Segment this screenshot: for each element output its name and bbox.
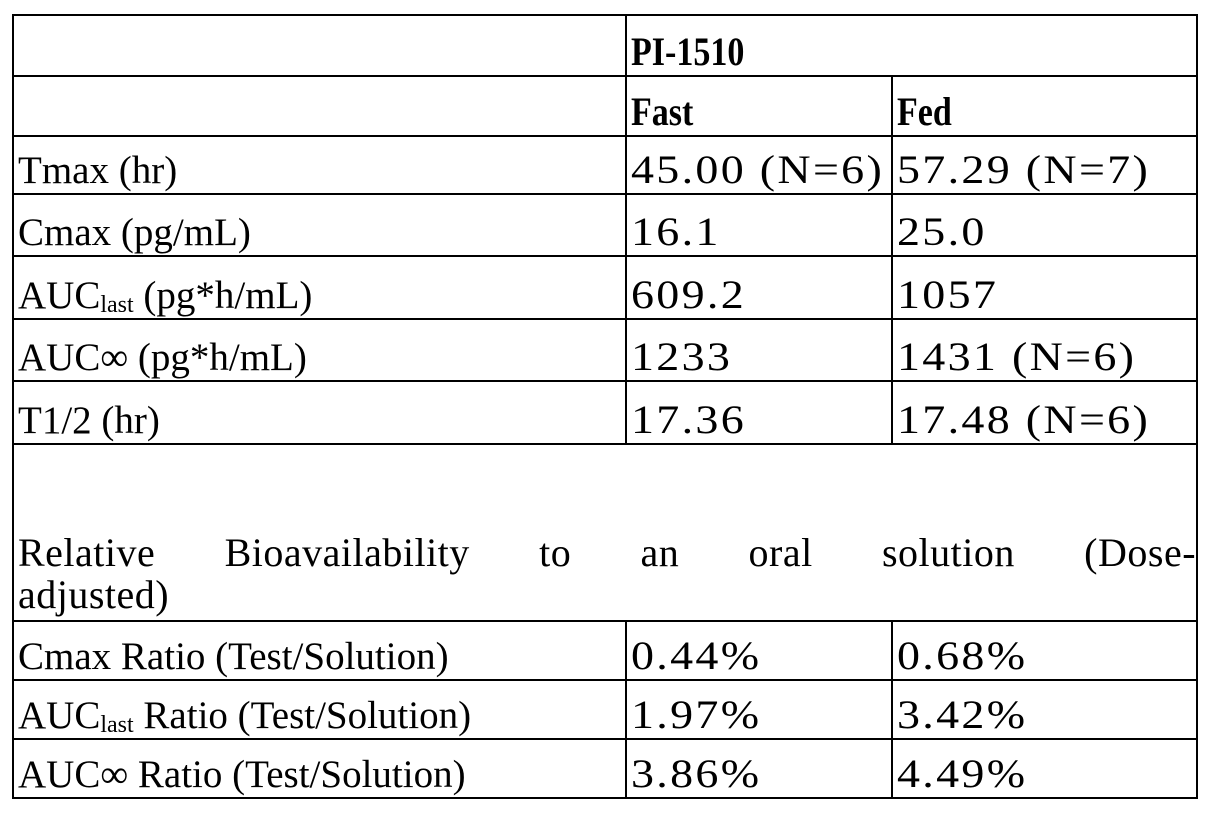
row-label: AUC∞ Ratio (Test/Solution) (13, 739, 626, 798)
fast-value: 3.86% (626, 739, 892, 798)
row-label: Tmax (hr) (13, 136, 626, 194)
fast-value: 609.2 (626, 256, 892, 319)
table-row: AUClast (pg*h/mL) 609.2 1057 (13, 256, 1197, 319)
fed-value: 1431 (N=6) (892, 319, 1197, 381)
row-label: Cmax Ratio (Test/Solution) (13, 621, 626, 680)
fast-value: 17.36 (626, 381, 892, 444)
table-row: Cmax (pg/mL) 16.1 25.0 (13, 194, 1197, 256)
table-header-row: PI-1510 (13, 15, 1197, 76)
row-label: AUC∞ (pg*h/mL) (13, 319, 626, 381)
fast-value: 45.00 (N=6) (626, 136, 892, 194)
table-row: T1/2 (hr) 17.36 17.48 (N=6) (13, 381, 1197, 444)
row-label: Cmax (pg/mL) (13, 194, 626, 256)
group-header: PI-1510 (631, 30, 744, 74)
table-row: AUC∞ Ratio (Test/Solution) 3.86% 4.49% (13, 739, 1197, 798)
fast-value: 1233 (626, 319, 892, 381)
section-header-row: Relative Bioavailability to an oral solu… (13, 444, 1197, 621)
table-row: Cmax Ratio (Test/Solution) 0.44% 0.68% (13, 621, 1197, 680)
table-row: AUC∞ (pg*h/mL) 1233 1431 (N=6) (13, 319, 1197, 381)
row-label: T1/2 (hr) (13, 381, 626, 444)
fast-value: 0.44% (626, 621, 892, 680)
column-header-fed: Fed (892, 76, 1197, 136)
fed-value: 25.0 (892, 194, 1197, 256)
fast-value: 1.97% (626, 680, 892, 739)
table-row: Tmax (hr) 45.00 (N=6) 57.29 (N=7) (13, 136, 1197, 194)
fed-value: 1057 (892, 256, 1197, 319)
column-header-fast: Fast (626, 76, 892, 136)
empty-cell (13, 15, 626, 76)
row-label: AUClast Ratio (Test/Solution) (13, 680, 626, 739)
table-row: AUClast Ratio (Test/Solution) 1.97% 3.42… (13, 680, 1197, 739)
fed-value: 0.68% (892, 621, 1197, 680)
empty-cell (13, 76, 626, 136)
fed-value: 57.29 (N=7) (892, 136, 1197, 194)
pk-parameters-table: PI-1510 Fast Fed Tmax (hr) 45.00 (N=6) 5… (12, 14, 1198, 799)
fed-value: 3.42% (892, 680, 1197, 739)
section-header: Relative Bioavailability to an oral solu… (13, 444, 1197, 621)
fed-value: 17.48 (N=6) (892, 381, 1197, 444)
group-header-cell: PI-1510 (626, 15, 1197, 76)
fast-value: 16.1 (626, 194, 892, 256)
fed-value: 4.49% (892, 739, 1197, 798)
row-label: AUClast (pg*h/mL) (13, 256, 626, 319)
table-subheader-row: Fast Fed (13, 76, 1197, 136)
